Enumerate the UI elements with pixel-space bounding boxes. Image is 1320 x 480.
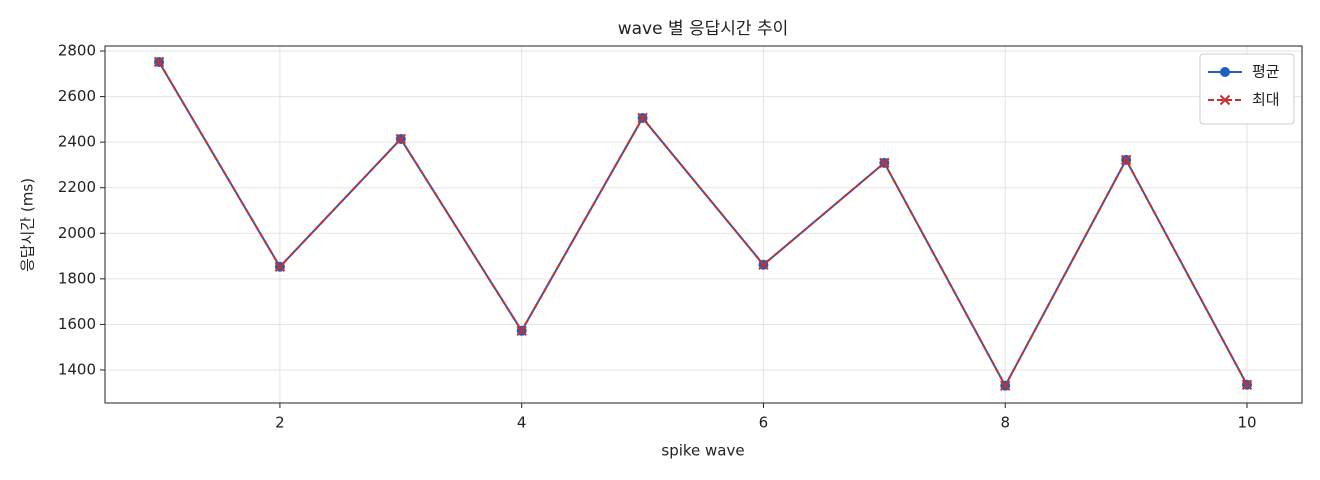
legend-label: 평균	[1252, 63, 1280, 81]
marker	[879, 157, 890, 169]
y-tick-label: 2400	[58, 133, 96, 151]
x-tick-label: 4	[517, 414, 527, 432]
x-tick-label: 6	[759, 414, 769, 432]
marker	[395, 133, 407, 145]
legend-label: 최대	[1252, 91, 1280, 109]
x-axis-label: spike wave	[661, 442, 744, 460]
series-line	[158, 61, 1248, 388]
marker	[637, 112, 648, 124]
marker	[1000, 380, 1011, 391]
y-tick-label: 1800	[58, 269, 96, 287]
chart-title: wave 별 응답시간 추이	[618, 19, 789, 39]
legend-box	[1199, 53, 1295, 125]
marker	[1220, 67, 1230, 77]
y-tick-label: 1400	[58, 360, 96, 378]
y-axis-label: 응답시간 (ms)	[19, 178, 37, 272]
y-tick-label: 2200	[58, 178, 96, 196]
marker	[758, 259, 769, 270]
marker	[1241, 379, 1253, 390]
y-tick-label: 2800	[58, 42, 96, 60]
y-tick-label: 2000	[58, 224, 96, 242]
marker	[1219, 94, 1231, 106]
x-tick-label: 2	[275, 414, 285, 432]
series-line	[158, 61, 1248, 388]
marker	[274, 261, 286, 272]
x-tick-label: 8	[1000, 414, 1010, 432]
marker	[516, 325, 527, 336]
x-tick-label: 10	[1237, 414, 1256, 432]
plot-frame	[104, 45, 1303, 404]
marker	[1120, 154, 1132, 166]
marker	[153, 56, 165, 68]
y-tick-label: 2600	[58, 87, 96, 105]
y-tick-label: 1600	[58, 315, 96, 333]
